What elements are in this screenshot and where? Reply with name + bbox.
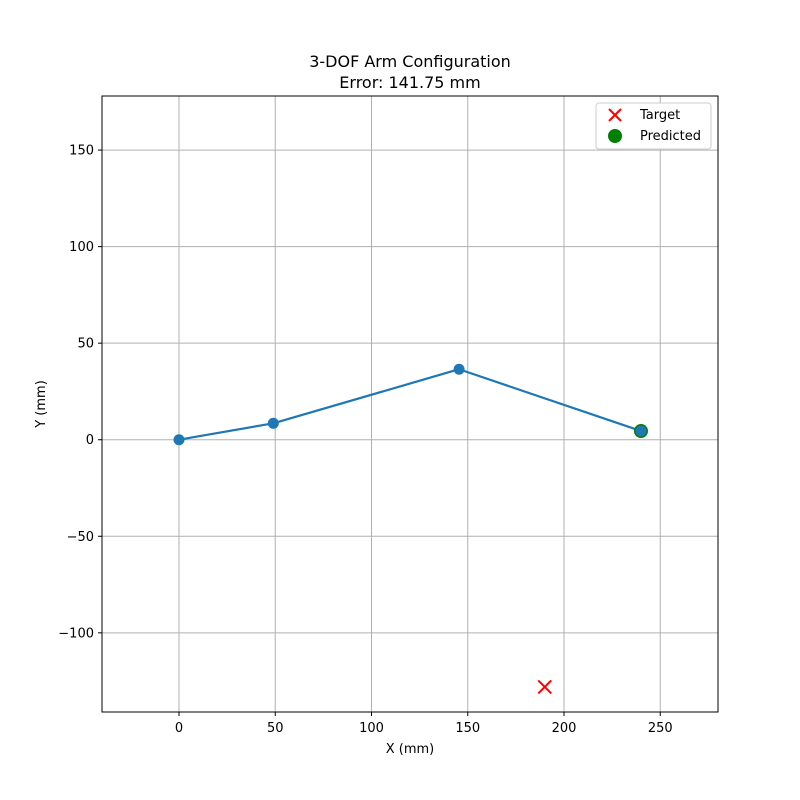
plot-series [173,363,648,695]
x-tick-label: 200 [552,721,577,736]
chart-title: 3-DOF Arm Configuration [309,52,511,71]
arm-joint-point [173,434,185,446]
arm-links-line [178,368,642,441]
x-tick-label: 250 [648,721,673,736]
target-cross-stroke [537,679,552,695]
x-tick-label: 150 [455,721,480,736]
x-axis-label: X (mm) [386,742,435,757]
chart-subtitle: Error: 141.75 mm [339,73,480,92]
axis-ticks: 0 50 100 150 200 250 −100 −50 0 50 100 150 [58,144,672,736]
arm-joint-point [453,363,465,375]
grid [102,96,718,712]
x-tick-label: 100 [359,721,384,736]
y-tick-label: −100 [58,626,94,641]
y-tick-label: 150 [69,144,94,159]
y-tick-label: 0 [86,433,94,448]
arm-joint-point [635,425,647,437]
legend-predicted-label: Predicted [640,129,701,144]
legend-target-label: Target [639,108,680,123]
arm-joint-point [267,417,279,429]
y-tick-label: 100 [69,240,94,255]
legend-box [595,102,712,150]
target-point [537,679,552,695]
legend: Target Predicted [595,102,712,150]
x-tick-label: 0 [175,721,183,736]
y-axis-label: Y (mm) [34,380,49,429]
y-tick-label: 50 [77,337,94,352]
legend-predicted-marker [608,129,622,143]
legend-target-marker [608,108,622,122]
y-tick-label: −50 [67,530,94,545]
plot-frame [101,95,719,713]
x-tick-label: 50 [267,721,284,736]
